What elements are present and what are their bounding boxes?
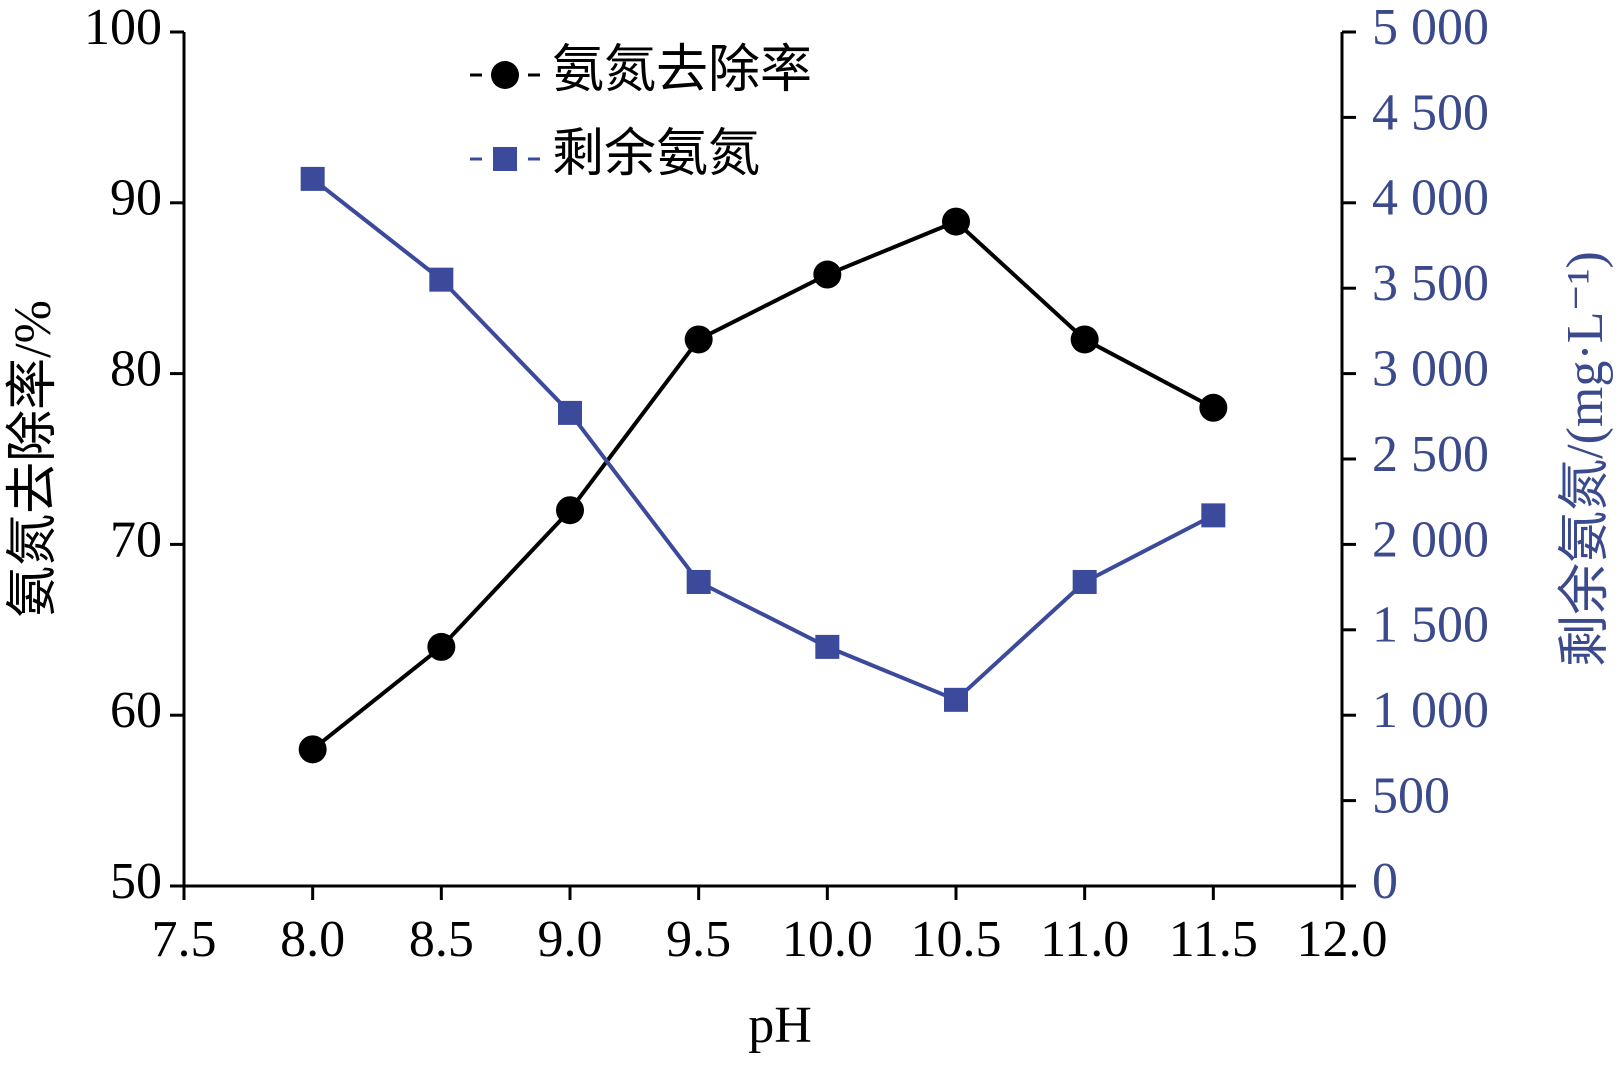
data-point bbox=[944, 687, 968, 712]
data-point bbox=[813, 260, 842, 289]
x-tick-label: 11.5 bbox=[1169, 911, 1258, 968]
y-tick-label: 50 bbox=[110, 853, 162, 910]
data-point bbox=[1072, 569, 1097, 594]
data-line bbox=[311, 177, 1215, 703]
legend-marker bbox=[491, 61, 519, 89]
x-tick-label: 10.5 bbox=[911, 911, 1002, 968]
y2-tick-label: 1 500 bbox=[1372, 597, 1489, 654]
y2-tick-label: 4 500 bbox=[1372, 84, 1489, 141]
x-tick-label: 8.0 bbox=[280, 911, 345, 968]
data-point bbox=[815, 634, 840, 659]
data-point bbox=[1201, 503, 1226, 528]
x-tick-label: 10.0 bbox=[782, 911, 873, 968]
y2-tick-label: 500 bbox=[1372, 768, 1450, 825]
data-point bbox=[1199, 393, 1228, 422]
y2-tick-label: 3 500 bbox=[1372, 255, 1489, 312]
y-tick-label: 70 bbox=[110, 511, 162, 568]
x-tick-label: 8.5 bbox=[409, 911, 474, 968]
x-tick-label: 11.0 bbox=[1040, 911, 1129, 968]
x-tick-label: 9.5 bbox=[666, 911, 731, 968]
y2-tick-label: 3 000 bbox=[1372, 341, 1489, 398]
data-point bbox=[427, 632, 456, 661]
y2-axis-label: 剩余氨氮/(mg·L⁻¹) bbox=[1557, 251, 1614, 667]
y-axis-label: 氨氮去除率/% bbox=[5, 300, 62, 618]
data-point bbox=[684, 325, 713, 354]
y2-tick-label: 2 500 bbox=[1372, 426, 1489, 483]
x-tick-label: 9.0 bbox=[538, 911, 603, 968]
y-tick-label: 90 bbox=[110, 170, 162, 227]
data-point bbox=[556, 496, 584, 525]
data-point bbox=[686, 569, 711, 594]
legend-label: 氨氮去除率 bbox=[552, 42, 812, 99]
y2-tick-label: 0 bbox=[1372, 853, 1398, 910]
y2-tick-label: 4 000 bbox=[1372, 170, 1489, 227]
data-point bbox=[1070, 325, 1099, 354]
y-tick-label: 100 bbox=[84, 0, 162, 56]
data-point bbox=[429, 267, 454, 292]
data-point bbox=[298, 735, 327, 764]
y-tick-label: 80 bbox=[110, 341, 162, 398]
x-tick-label: 12.0 bbox=[1297, 911, 1388, 968]
y2-tick-label: 5 000 bbox=[1372, 0, 1489, 56]
y-tick-label: 60 bbox=[110, 682, 162, 739]
data-point bbox=[300, 166, 325, 191]
y2-tick-label: 1 000 bbox=[1372, 682, 1489, 739]
legend-marker bbox=[493, 147, 517, 171]
data-point bbox=[558, 400, 582, 425]
data-point bbox=[942, 207, 970, 236]
y2-tick-label: 2 000 bbox=[1372, 511, 1489, 568]
x-axis-label: pH bbox=[748, 997, 812, 1054]
legend-label: 剩余氨氮 bbox=[552, 126, 760, 183]
data-line bbox=[311, 219, 1215, 751]
x-tick-label: 7.5 bbox=[152, 911, 217, 968]
